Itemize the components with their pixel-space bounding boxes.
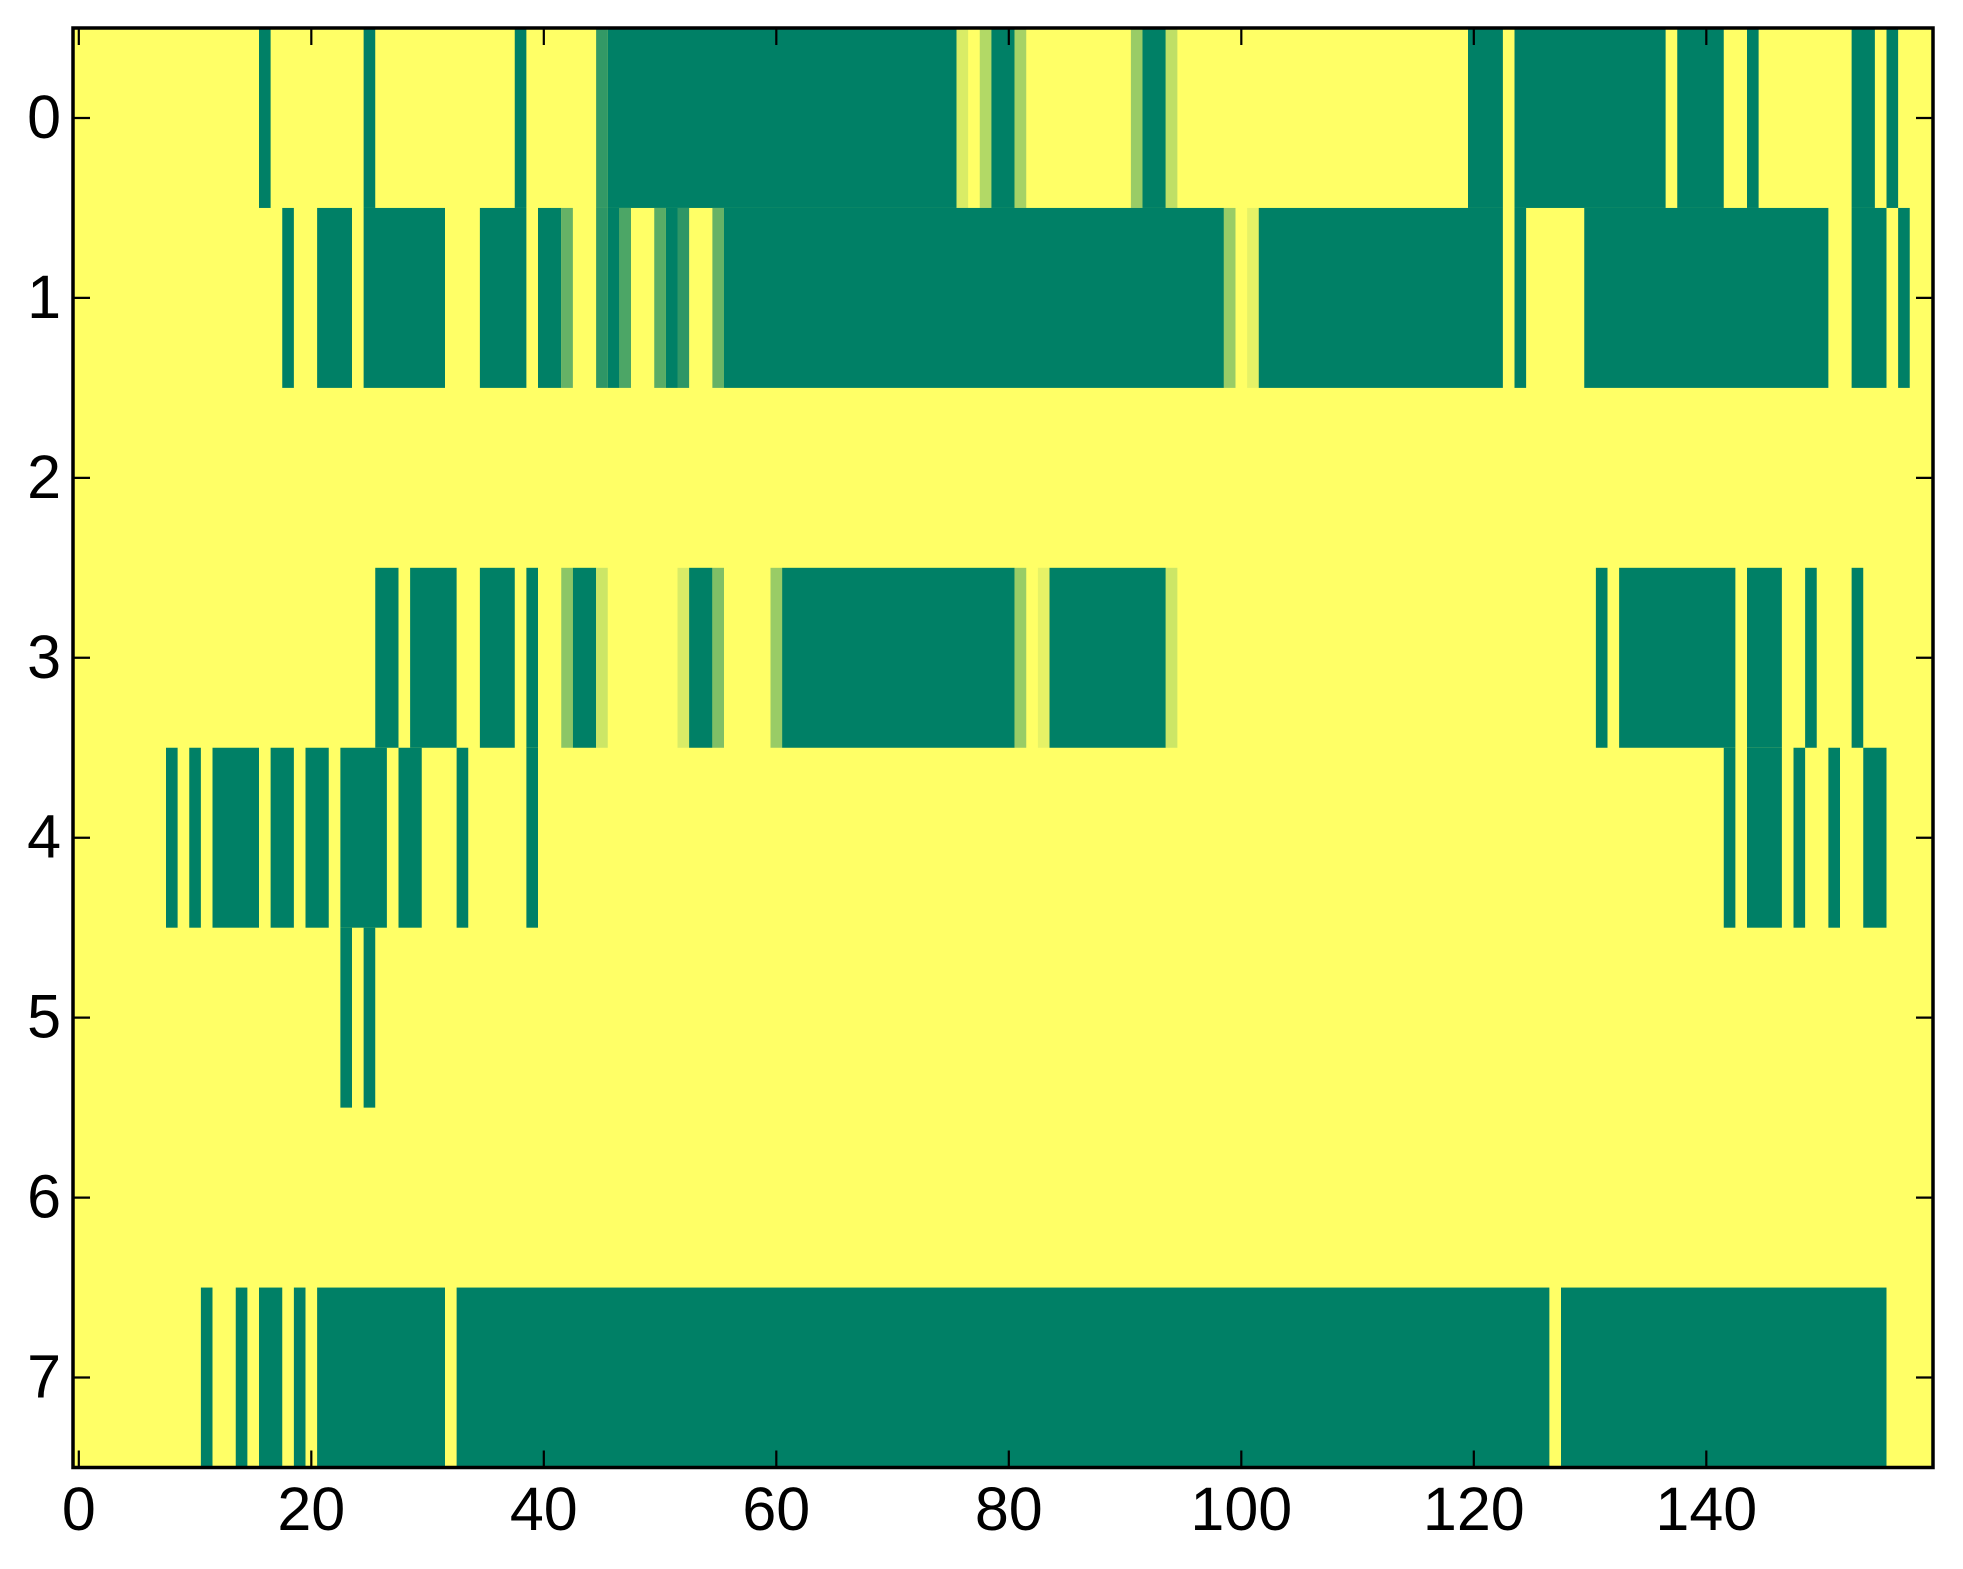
svg-text:40: 40 [510, 1475, 578, 1543]
svg-text:5: 5 [27, 983, 61, 1051]
svg-text:100: 100 [1190, 1475, 1292, 1543]
svg-text:140: 140 [1655, 1475, 1757, 1543]
svg-text:7: 7 [27, 1343, 61, 1411]
svg-text:2: 2 [27, 443, 61, 511]
svg-text:4: 4 [27, 803, 61, 871]
svg-text:120: 120 [1423, 1475, 1525, 1543]
svg-text:6: 6 [27, 1163, 61, 1231]
svg-text:20: 20 [277, 1475, 345, 1543]
svg-text:60: 60 [742, 1475, 810, 1543]
svg-text:80: 80 [975, 1475, 1043, 1543]
svg-text:3: 3 [27, 623, 61, 691]
svg-text:0: 0 [62, 1475, 96, 1543]
svg-text:0: 0 [27, 83, 61, 151]
svg-text:1: 1 [27, 263, 61, 331]
